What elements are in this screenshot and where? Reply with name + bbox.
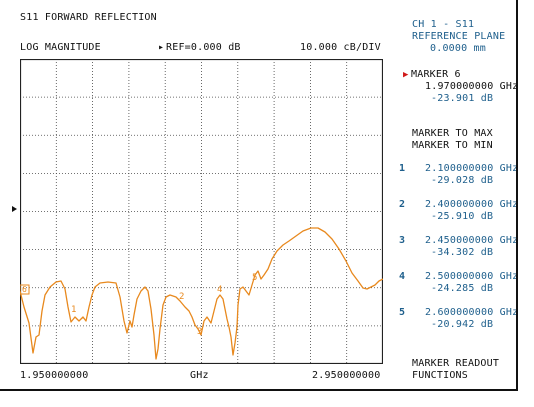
graticule: [20, 59, 383, 364]
reference-arrow-icon: ▸: [158, 42, 165, 53]
marker-2-frequency: 2.400000000 GHz: [425, 199, 519, 210]
active-marker-value: -23.901 dB: [431, 93, 494, 104]
marker-1-frequency: 2.100000000 GHz: [425, 163, 519, 174]
trace-marker-1: 1: [71, 305, 76, 315]
marker-5-number[interactable]: 5: [399, 307, 406, 318]
trace-marker-5: 5: [252, 273, 257, 283]
trace-marker-3: 3: [197, 327, 202, 337]
marker-2-number[interactable]: 2: [399, 199, 406, 210]
format-label: LOG MAGNITUDE: [20, 42, 101, 53]
reference-plane-label: REFERENCE PLANE: [412, 31, 506, 42]
marker-to-min-softkey[interactable]: MARKER TO MIN: [412, 140, 493, 151]
reference-level: REF=0.000 dB: [166, 42, 241, 53]
start-frequency: 1.950000000: [20, 370, 89, 381]
trace-marker-4: 4: [217, 285, 222, 295]
marker-5-frequency: 2.600000000 GHz: [425, 307, 519, 318]
stop-frequency: 2.950000000: [312, 370, 381, 381]
marker-3-value: -34.302 dB: [431, 247, 494, 258]
frequency-unit: GHz: [190, 370, 209, 381]
measurement-title: S11 FORWARD REFLECTION: [20, 12, 157, 23]
active-marker-label[interactable]: MARKER 6: [411, 69, 461, 80]
active-marker-arrow-icon: ▶: [403, 70, 409, 80]
marker-3-frequency: 2.450000000 GHz: [425, 235, 519, 246]
marker-1-value: -29.028 dB: [431, 175, 494, 186]
marker-6-box: [20, 284, 30, 295]
screen-frame-right: [516, 0, 518, 390]
trace-marker-6: 6: [22, 285, 27, 294]
marker-2-value: -25.910 dB: [431, 211, 494, 222]
plot-border: [20, 59, 383, 364]
marker-4-value: -24.285 dB: [431, 283, 494, 294]
channel-label: CH 1 - S11: [412, 19, 475, 30]
trace-plot: 6 1 2 3 4 5: [20, 59, 383, 364]
marker-readout-softkey-line2[interactable]: FUNCTIONS: [412, 370, 468, 381]
marker-readout-softkey[interactable]: MARKER READOUT: [412, 358, 500, 369]
marker-4-frequency: 2.500000000 GHz: [425, 271, 519, 282]
marker-to-max-softkey[interactable]: MARKER TO MAX: [412, 128, 493, 139]
marker-5-value: -20.942 dB: [431, 319, 494, 330]
screen-frame-bottom: [0, 389, 518, 391]
marker-3-number[interactable]: 3: [399, 235, 406, 246]
reference-position-icon: [12, 206, 17, 212]
reference-plane-value: 0.0000 mm: [430, 43, 486, 54]
active-marker-frequency: 1.970000000 GHz: [425, 81, 519, 92]
marker-4-number[interactable]: 4: [399, 271, 406, 282]
trace-marker-2: 2: [179, 292, 184, 302]
s11-trace: [20, 227, 383, 360]
scale-per-division: 10.000 cB/DIV: [300, 42, 381, 53]
marker-1-number[interactable]: 1: [399, 163, 406, 174]
